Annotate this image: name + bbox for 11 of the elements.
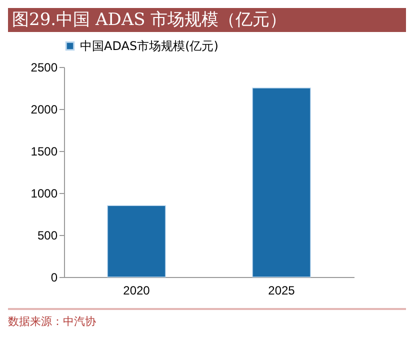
y-tick-label: 2500 [30, 60, 58, 74]
y-tick-label: 500 [37, 228, 58, 242]
y-tick-label: 0 [50, 270, 58, 284]
source-note: 数据来源：中汽协 [8, 308, 406, 329]
legend-label: 中国ADAS市场规模(亿元) [80, 39, 218, 53]
y-tick-label: 1500 [30, 144, 58, 158]
chart-title: 图29.中国 ADAS 市场规模（亿元） [8, 8, 406, 32]
y-tick-label: 2000 [30, 102, 58, 116]
x-tick-label: 2025 [268, 284, 296, 298]
y-tick-label: 1000 [30, 186, 58, 200]
x-tick-label: 2020 [123, 284, 150, 298]
